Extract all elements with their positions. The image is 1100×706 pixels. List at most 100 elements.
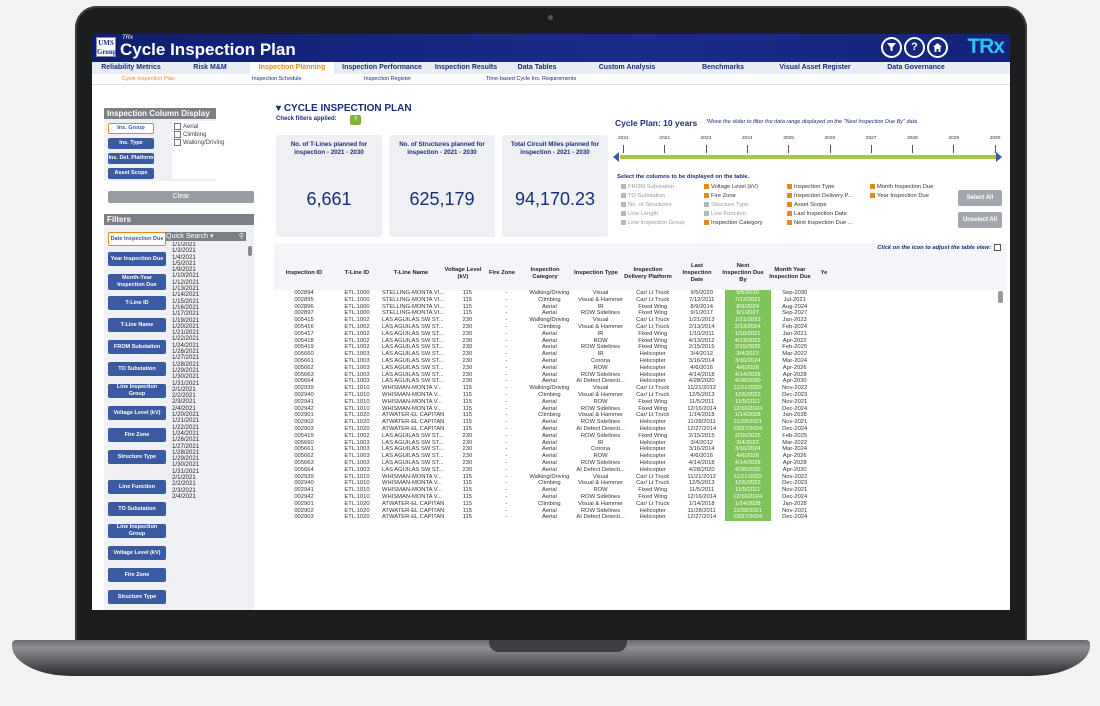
asset-scope-button[interactable]: Asset Scope (108, 168, 154, 179)
column-toggle-next-inspection-due[interactable]: Next Inspection Due ... (787, 220, 853, 226)
filter-value-item[interactable]: 1/13/2021 (172, 285, 200, 293)
filter-value-list[interactable]: 1/1/2021 1/3/2021 1/4/2021 1/5/2021 1/9/2021… (172, 242, 242, 609)
filter-value-item[interactable]: 1/4/2021 (172, 253, 196, 261)
filter-button-structure-type[interactable]: Structure Type (108, 590, 166, 604)
filter-value-item[interactable]: 1/1/2021 (172, 242, 196, 248)
table-row[interactable]: 005664 ETL.1003 LAS AGUILAS SW ST... 230- Ae… (274, 378, 839, 386)
table-row[interactable]: 005660 ETL.1003 LAS AGUILAS SW ST... 230- Ae… (274, 439, 839, 447)
filter-value-item[interactable]: 1/21/2021 (172, 329, 200, 337)
nav-tab-custom-analysis[interactable]: Custom Analysis (598, 64, 656, 71)
subnav-tab-time-based-cycle-ins-requirements[interactable]: Time-based Cycle Ins. Requirements (486, 76, 577, 82)
filter-value-item[interactable]: 1/10/2021 (172, 272, 200, 280)
filter-value-item[interactable]: 1/15/2021 (172, 297, 200, 305)
column-toggle-structure-type[interactable]: Structure Type (704, 202, 749, 208)
filter-icon[interactable] (881, 37, 902, 58)
nav-tab-inspection-planning[interactable]: Inspection Planning (250, 62, 334, 74)
filter-value-item[interactable]: 1/21/2021 (172, 417, 200, 425)
nav-tab-inspection-performance[interactable]: Inspection Performance (342, 64, 422, 71)
table-row[interactable]: 005661 ETL.1003 LAS AGUILAS SW ST... 230- Ae… (274, 357, 839, 365)
table-row[interactable]: 002903 ETL.1020 ATWATER-EL CAPITAN 115- Aeri… (274, 425, 839, 433)
filter-value-item[interactable]: 2/1/2021 (172, 385, 196, 393)
table-row[interactable]: 005417 ETL.1002 LAS AGUILAS SW ST... 230- Ae… (274, 330, 839, 338)
table-row[interactable]: 002940 ETL.1010 WHISMAN-MONTA V... 115- Clim… (274, 391, 839, 399)
table-row[interactable]: 002896 ETL.1000 STELLING-MONTA VI... 115- Ae… (274, 303, 839, 311)
column-header[interactable]: Inspection ID (274, 258, 334, 291)
climbing-checkbox[interactable]: Climbing (174, 131, 206, 138)
filter-value-item[interactable]: 1/26/2021 (172, 348, 200, 356)
filter-value-item[interactable]: 1/20/2021 (172, 411, 200, 419)
filter-value-item[interactable]: 1/30/2021 (172, 461, 200, 469)
filter-value-item[interactable]: 2/1/2021 (172, 473, 196, 481)
column-toggle-asset-scope[interactable]: Asset Scope (787, 202, 827, 208)
column-toggle-fire-zone[interactable]: Fire Zone (704, 193, 736, 199)
column-header[interactable]: Inspection Type (570, 258, 622, 291)
filter-button-from-substation[interactable]: FROM Substation (108, 340, 166, 354)
filter-button-to-substation[interactable]: TO Substation (108, 362, 166, 376)
column-header[interactable]: Next Inspection Due By (720, 258, 766, 291)
table-row[interactable]: 005662 ETL.1003 LAS AGUILAS SW ST... 230- Ae… (274, 453, 839, 460)
filter-button-t-line-id[interactable]: T-Line ID (108, 296, 166, 310)
filter-button-voltage-level-kv-[interactable]: Voltage Level (kV) (108, 406, 166, 420)
column-header[interactable]: Month Year Inspection Due (766, 258, 814, 291)
table-row[interactable]: 002902 ETL.1020 ATWATER-EL CAPITAN 115- Aeri… (274, 507, 839, 515)
filter-value-item[interactable]: 1/5/2021 (172, 259, 196, 267)
column-toggle-no-of-structures[interactable]: No. of Structures (621, 202, 672, 208)
column-toggle-month-inspection-due[interactable]: Month Inspection Due (870, 184, 933, 190)
subnav-tab-cycle-inspection-plan[interactable]: Cycle Inspection Plan (122, 76, 175, 82)
column-header[interactable]: T-Line Name (380, 258, 442, 291)
table-row[interactable]: 002902 ETL.1020 ATWATER-EL CAPITAN 115- Aeri… (274, 419, 839, 426)
table-row[interactable]: 002895 ETL.1000 STELLING-MONTA VI... 115- Cl… (274, 296, 839, 304)
filter-value-item[interactable]: 1/31/2021 (172, 379, 200, 387)
filter-value-item[interactable]: 2/2/2021 (172, 480, 196, 488)
ins-group-button[interactable]: Ins. Group (108, 123, 154, 134)
table-row[interactable]: 002942 ETL.1010 WHISMAN-MONTA V... 115- Aeri… (274, 493, 839, 501)
ins-del-platform-button[interactable]: Ins. Del. Platform (108, 153, 154, 164)
filter-button-line-function[interactable]: Line Function (108, 480, 166, 494)
filter-value-item[interactable]: 1/20/2021 (172, 322, 200, 330)
table-row[interactable]: 002901 ETL.1020 ATWATER-EL CAPITAN 115- Clim… (274, 500, 839, 508)
filter-value-item[interactable]: 1/24/2021 (172, 429, 200, 437)
filter-value-item[interactable]: 1/22/2021 (172, 423, 200, 431)
slider-left-handle-icon[interactable] (613, 152, 619, 162)
table-row[interactable]: 002939 ETL.1010 WHISMAN-MONTA V... 115- Walk… (274, 473, 839, 481)
subnav-tab-inspection-register[interactable]: Inspection Register (364, 76, 412, 82)
filter-value-item[interactable]: 2/3/2021 (172, 398, 196, 406)
filter-button-date-inspection-due[interactable]: Date Inspection Due (108, 232, 166, 246)
filter-button-structure-type[interactable]: Structure Type (108, 450, 166, 464)
filter-button-fire-zone[interactable]: Fire Zone (108, 428, 166, 442)
table-row[interactable]: 005663 ETL.1003 LAS AGUILAS SW ST... 230- Ae… (274, 371, 839, 379)
filter-value-item[interactable]: 1/19/2021 (172, 316, 200, 324)
filter-button-month-year-inspection-due[interactable]: Month-Year Inspection Due (108, 274, 166, 290)
table-row[interactable]: 002903 ETL.1020 ATWATER-EL CAPITAN 115- Aeri… (274, 514, 839, 522)
table-row[interactable]: 005419 ETL.1002 LAS AGUILAS SW ST... 230- Ae… (274, 344, 839, 352)
table-view-icon[interactable] (994, 244, 1001, 251)
table-row[interactable]: 002901 ETL.1020 ATWATER-EL CAPITAN 115- Clim… (274, 412, 839, 420)
filter-button-voltage-level-kv-[interactable]: Voltage Level (kV) (108, 546, 166, 560)
nav-tab-visual-asset-register[interactable]: Visual Asset Register (779, 64, 851, 71)
filter-list-scrollbar[interactable] (248, 246, 252, 256)
table-row[interactable]: 002940 ETL.1010 WHISMAN-MONTA V... 115- Clim… (274, 480, 839, 488)
table-row[interactable]: 005661 ETL.1003 LAS AGUILAS SW ST... 230- Ae… (274, 446, 839, 454)
filter-value-item[interactable]: 1/31/2021 (172, 467, 200, 475)
filter-value-item[interactable]: 1/27/2021 (172, 354, 200, 362)
table-row[interactable]: 005416 ETL.1002 LAS AGUILAS SW ST... 230- Cl… (274, 323, 839, 331)
nav-tab-benchmarks[interactable]: Benchmarks (701, 64, 745, 71)
table-row[interactable]: 002939 ETL.1010 WHISMAN-MONTA V... 115- Walk… (274, 385, 839, 392)
walking-driving-checkbox[interactable]: Walking/Driving (174, 139, 224, 146)
column-header[interactable]: Fire Zone (484, 258, 520, 291)
filter-value-item[interactable]: 2/3/2021 (172, 486, 196, 494)
table-row[interactable]: 005418 ETL.1002 LAS AGUILAS SW ST... 230- Ae… (274, 337, 839, 345)
table-row[interactable]: 002941 ETL.1010 WHISMAN-MONTA V... 115- Aeri… (274, 487, 839, 494)
column-toggle-line-inspection-group[interactable]: Line Inspection Group (621, 220, 685, 226)
column-toggle-inspection-type[interactable]: Inspection Type (787, 184, 835, 190)
filter-value-item[interactable]: 1/30/2021 (172, 373, 200, 381)
slider-right-handle-icon[interactable] (996, 152, 1002, 162)
column-header[interactable]: T-Line ID (334, 258, 380, 291)
column-toggle-line-function[interactable]: Line Function (704, 211, 746, 217)
column-header[interactable]: Ye (814, 258, 834, 291)
search-icon[interactable]: ⚲ (238, 233, 244, 240)
select-all-button[interactable]: Select All (958, 190, 1002, 206)
filter-button-to-substation[interactable]: TO Substation (108, 502, 166, 516)
help-icon[interactable]: ? (904, 37, 925, 58)
nav-tab-data-tables[interactable]: Data Tables (517, 64, 557, 71)
